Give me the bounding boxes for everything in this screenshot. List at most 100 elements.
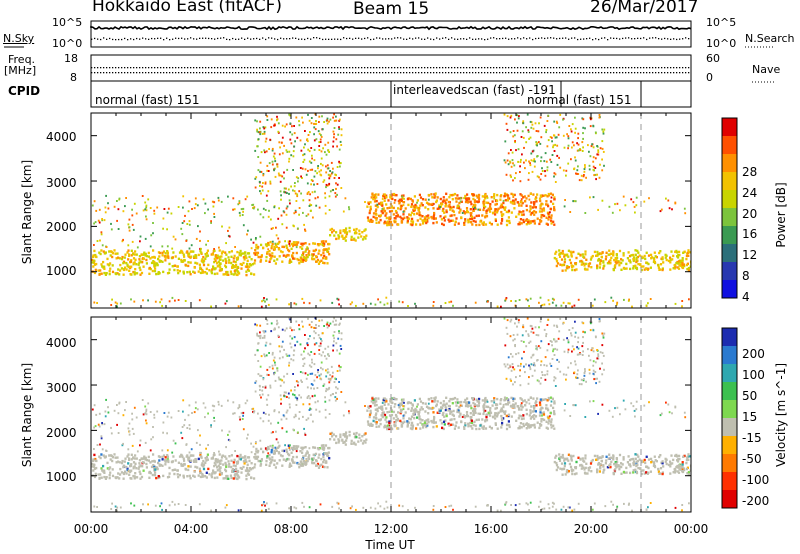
nsearch-point (436, 37, 438, 39)
velocity-cell (125, 472, 128, 475)
power-cell (231, 266, 234, 269)
power-cell (339, 162, 342, 165)
velocity-cell (635, 471, 639, 475)
power-cell (458, 197, 461, 200)
velocity-cell (266, 455, 269, 458)
power-cell (333, 127, 336, 129)
power-cell (632, 259, 635, 263)
power-cell (409, 223, 412, 226)
velocity-cell (240, 471, 243, 474)
velocity-cell (308, 457, 311, 461)
power-cell (327, 167, 330, 170)
velocity-cell (443, 423, 446, 426)
velocity-cell (547, 408, 550, 412)
freq-point (601, 67, 603, 69)
power-cell (188, 220, 191, 223)
velocity-cell (290, 446, 293, 450)
freq-point (379, 67, 381, 69)
power-cell (577, 137, 579, 140)
velocity-cell (608, 453, 611, 456)
power-cell (307, 169, 309, 172)
velocity-cell (581, 457, 584, 460)
nsearch-point (337, 38, 339, 40)
power-cell (331, 171, 334, 174)
velocity-cell (100, 467, 103, 470)
velocity-cell (245, 460, 248, 463)
power-cell (335, 237, 338, 241)
velocity-cell (614, 464, 617, 468)
nsearch-point (241, 37, 243, 39)
power-cell (242, 256, 245, 259)
velocity-cell (231, 468, 234, 471)
velocity-cell (609, 463, 612, 466)
power-cell (235, 256, 238, 260)
power-cell (293, 243, 296, 247)
power-cell (436, 207, 439, 210)
power-cell (579, 148, 581, 150)
freq-point (304, 67, 306, 69)
power-cell (560, 304, 563, 307)
velocity-cell (533, 409, 536, 413)
nave-point (160, 72, 162, 74)
power-cell (155, 262, 158, 265)
velocity-cell (460, 420, 463, 423)
power-cell (547, 204, 550, 208)
velocity-cell (452, 414, 455, 417)
power-cell (547, 212, 550, 215)
nave-point (283, 72, 285, 74)
power-cell (518, 222, 521, 226)
velocity-cell (520, 415, 523, 418)
power-cell (587, 262, 590, 266)
power-cell (540, 173, 543, 175)
power-cell (598, 259, 601, 262)
velocity-cell (640, 472, 643, 476)
power-cell (626, 257, 629, 260)
power-cell (659, 268, 662, 271)
power-cell (145, 215, 147, 218)
power-cell (342, 210, 345, 213)
velocity-cell (569, 415, 572, 417)
velocity-cell (466, 413, 469, 416)
power-cell (563, 258, 567, 261)
velocity-cell (603, 468, 606, 471)
velocity-cell (489, 407, 492, 410)
power-cell (283, 177, 285, 180)
velocity-cell (547, 396, 550, 400)
velocity-cell (253, 456, 256, 459)
power-cell (554, 252, 557, 255)
power-cell (602, 267, 605, 270)
freq-point (145, 67, 147, 69)
power-cell (570, 264, 573, 267)
velocity-cell (412, 414, 415, 417)
power-cell (250, 264, 253, 267)
velocity-cell (182, 476, 185, 479)
power-cell (375, 196, 378, 199)
power-cell (131, 214, 134, 217)
power-cell (402, 201, 405, 204)
velocity-cell (251, 467, 254, 470)
power-cell (338, 235, 341, 238)
velocity-cell (202, 465, 205, 468)
velocity-cell (622, 399, 625, 402)
power-cell (576, 172, 578, 175)
power-cell (259, 190, 261, 193)
velocity-cell (627, 455, 630, 458)
power-cell (240, 208, 243, 211)
velocity-cell (256, 455, 260, 459)
velocity-cell (237, 407, 240, 410)
power-cell (128, 265, 131, 268)
nave-point (163, 72, 165, 74)
freq-point (523, 67, 525, 69)
power-cell (276, 258, 279, 261)
power-cell (255, 246, 258, 249)
velocity-cell (92, 458, 95, 461)
power-cell (238, 272, 241, 275)
power-cell (513, 200, 516, 203)
power-cell (161, 254, 164, 257)
power-cell (645, 267, 648, 270)
nsearch-point (643, 37, 645, 39)
power-cell (259, 161, 262, 164)
velocity-cell (564, 473, 567, 476)
velocity-cell (213, 476, 216, 480)
velocity-cell (510, 415, 513, 418)
